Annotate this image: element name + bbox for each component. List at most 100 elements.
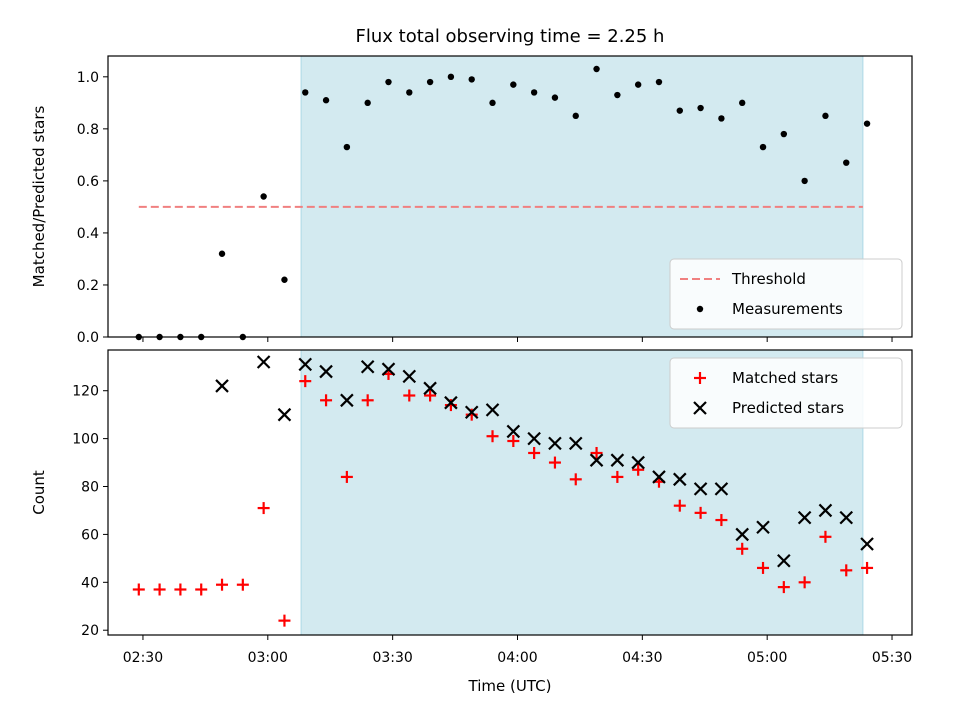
predicted-star-marker: [423, 381, 437, 396]
marker-stroke: [485, 403, 500, 417]
marker-stroke: [548, 436, 562, 451]
predicted-star-marker: [360, 359, 375, 374]
y-tick-label: 0.6: [77, 174, 99, 190]
marker-stroke: [693, 482, 708, 496]
predicted-star-marker: [215, 379, 229, 393]
measurement-point: [406, 89, 413, 96]
predicted-star-marker: [319, 364, 333, 379]
predicted-star-marker: [340, 393, 354, 408]
measurement-point: [593, 65, 600, 73]
predicted-star-marker: [277, 407, 292, 422]
legend-label: Predicted stars: [732, 399, 844, 417]
measurement-point: [322, 97, 330, 104]
measurement-point: [822, 112, 829, 120]
measurement-point: [530, 89, 538, 96]
marker-stroke: [340, 393, 354, 408]
marker-stroke: [777, 553, 791, 568]
measurement-point: [426, 78, 434, 86]
y-tick-label: 0.4: [77, 226, 99, 242]
matched-star-marker: [632, 463, 645, 476]
marker-stroke: [215, 379, 229, 393]
matched-star-marker: [153, 583, 166, 596]
predicted-star-marker: [485, 403, 500, 417]
matched-star-marker: [444, 399, 457, 412]
matched-star-marker: [777, 581, 790, 594]
predicted-star-marker: [402, 369, 417, 384]
x-tick-label: 04:00: [497, 650, 537, 666]
measurement-point: [572, 112, 579, 120]
matched-star-marker: [320, 394, 333, 407]
marker-stroke: [568, 436, 583, 451]
predicted-star-marker: [568, 436, 583, 451]
marker-stroke: [631, 455, 645, 470]
measurement-point: [281, 276, 288, 283]
marker-stroke: [610, 453, 625, 467]
axes-frame-bottom: [107, 349, 913, 636]
series-measurements: [135, 65, 871, 341]
matched-star-marker: [216, 578, 229, 591]
predicted-star-marker: [818, 503, 833, 518]
predicted-star-marker: [548, 436, 562, 451]
matched-star-marker: [528, 446, 541, 459]
x-tick-label: 05:30: [872, 650, 912, 666]
marker-stroke: [298, 357, 313, 372]
matched-star-marker: [278, 614, 291, 627]
legend-measurement-swatch: [696, 305, 704, 313]
bottom-panel: 20 40 60 80 100 120 02:30 03:00 03:30 04:00 04:30 0…: [30, 349, 913, 666]
matched-star-marker: [486, 430, 499, 443]
matched-star-marker: [257, 502, 270, 515]
y-axis-label-bottom: Count: [30, 470, 48, 515]
marker-stroke: [464, 405, 479, 420]
matched-star-marker: [736, 542, 749, 555]
measurement-point: [697, 104, 704, 112]
predicted-star-marker: [673, 472, 687, 487]
measurement-point: [655, 78, 663, 86]
predicted-star-marker: [777, 553, 791, 568]
predicted-star-marker: [444, 395, 458, 410]
x-tick-label: 02:30: [123, 650, 163, 666]
marker-stroke: [319, 364, 333, 379]
measurement-point: [468, 76, 475, 83]
matched-star-marker: [361, 394, 374, 407]
legend-matched-swatch: [694, 372, 706, 384]
marker-stroke: [756, 520, 770, 535]
measurement-point: [739, 99, 746, 107]
predicted-star-marker: [735, 527, 749, 542]
measurement-point: [843, 159, 850, 166]
measurement-point: [780, 130, 788, 138]
matched-star-marker: [798, 576, 811, 589]
x-tick-label: 05:00: [747, 650, 787, 666]
matched-star-marker: [132, 583, 145, 596]
matched-star-marker: [548, 456, 561, 469]
marker-stroke: [402, 369, 417, 384]
y-tick-label: 20: [81, 623, 99, 639]
marker-stroke: [423, 381, 437, 396]
matched-star-marker: [757, 561, 770, 574]
matched-star-marker: [340, 470, 353, 483]
top-panel: 0.0 0.2 0.4 0.6 0.8 1.0 Matched/Predicted star…: [30, 55, 913, 346]
marker-stroke: [589, 453, 604, 467]
matched-star-marker: [569, 473, 582, 486]
x-tick-label: 04:30: [622, 650, 662, 666]
y-tick-label: 100: [72, 432, 99, 448]
marker-stroke: [277, 407, 292, 422]
legend-predicted-swatch: [693, 401, 707, 415]
marker-stroke: [673, 472, 687, 487]
predicted-star-marker: [527, 431, 541, 446]
measurement-point: [510, 81, 517, 88]
predicted-star-marker: [714, 482, 729, 496]
y-tick-label: 0.2: [77, 278, 99, 294]
y-tick-label: 0.8: [77, 122, 99, 138]
predicted-star-marker: [464, 405, 479, 420]
series-matched-stars: [132, 367, 874, 627]
measurement-point: [218, 250, 226, 257]
predicted-star-marker: [652, 470, 666, 484]
predicted-star-marker: [693, 482, 708, 496]
predicted-star-marker: [298, 357, 313, 372]
measurement-point: [676, 107, 683, 114]
matched-star-marker: [195, 583, 208, 596]
matched-star-marker: [819, 530, 832, 543]
legend-box: [669, 258, 903, 330]
measurement-point: [863, 120, 871, 127]
matched-star-marker: [236, 578, 249, 591]
